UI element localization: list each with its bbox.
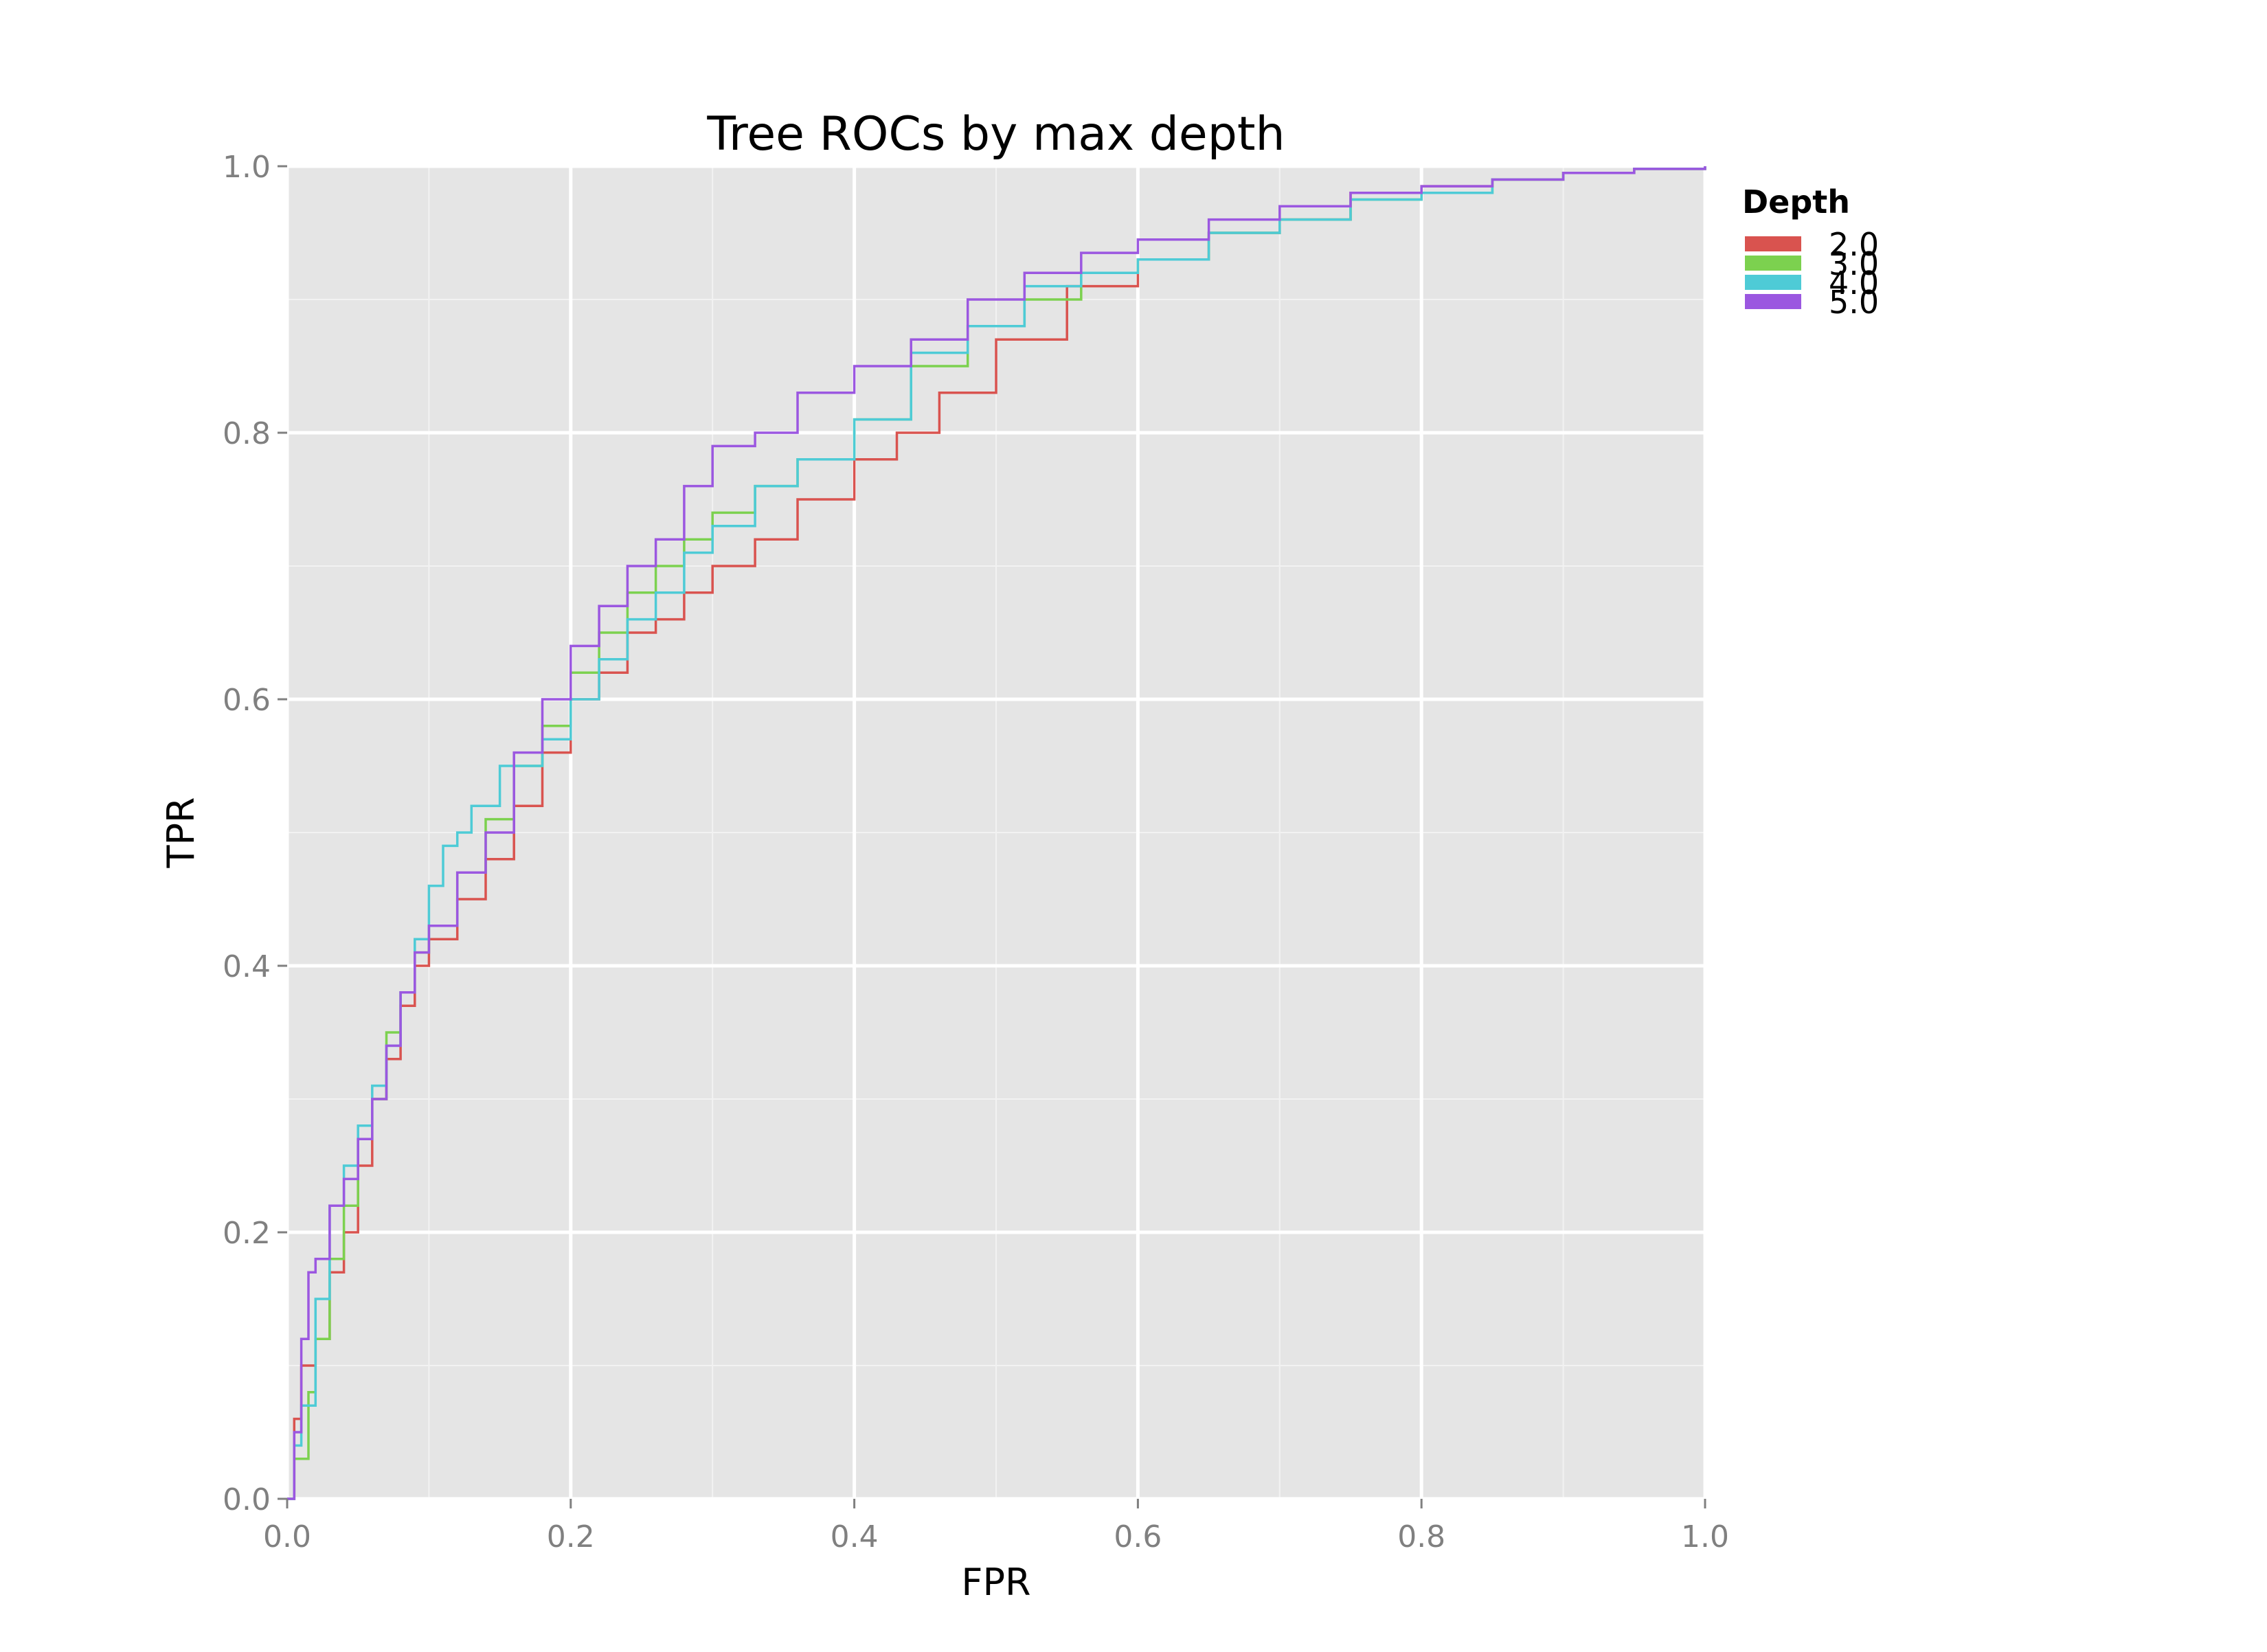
- major-gridlines: [285, 164, 1707, 1501]
- legend-key-5-0: [1745, 294, 1801, 309]
- series-lines: [287, 166, 1706, 1500]
- axis-ticks: [278, 165, 1706, 1508]
- x-tick-label: 0.0: [263, 1519, 311, 1554]
- series-line-4-0: [287, 166, 1706, 1500]
- x-tick-labels: 0.0 0.2 0.4 0.6 0.8 1.0: [263, 1519, 1729, 1554]
- y-tick-label: 1.0: [223, 150, 271, 185]
- x-tick-label: 1.0: [1681, 1519, 1729, 1554]
- y-tick-label: 0.6: [223, 683, 271, 718]
- series-line-5-0: [287, 166, 1706, 1500]
- legend-label: 3.0: [1829, 245, 1879, 282]
- legend-label: 4.0: [1829, 264, 1879, 302]
- legend-key-3-0: [1745, 256, 1801, 271]
- legend-title: Depth: [1742, 183, 1850, 220]
- y-tick-label: 0.4: [223, 949, 271, 984]
- y-tick-label: 0.2: [223, 1216, 271, 1251]
- y-axis-title: TPR: [159, 797, 203, 868]
- legend-key-4-0: [1745, 275, 1801, 290]
- x-tick-label: 0.8: [1397, 1519, 1445, 1554]
- legend-entries: 2.03.04.05.0: [1745, 226, 1879, 321]
- x-tick-label: 0.6: [1114, 1519, 1162, 1554]
- legend: Depth 2.03.04.05.0: [1742, 183, 1879, 321]
- y-tick-label: 0.0: [223, 1482, 271, 1517]
- x-axis-title: FPR: [961, 1561, 1030, 1604]
- legend-key-2-0: [1745, 236, 1801, 251]
- legend-label: 5.0: [1829, 284, 1879, 321]
- x-tick-label: 0.4: [831, 1519, 879, 1554]
- y-tick-label: 0.8: [223, 416, 271, 451]
- y-tick-labels: 0.0 0.2 0.4 0.6 0.8 1.0: [223, 150, 271, 1517]
- legend-label: 2.0: [1829, 226, 1879, 263]
- chart-title: Tree ROCs by max depth: [706, 107, 1285, 161]
- x-tick-label: 0.2: [547, 1519, 595, 1554]
